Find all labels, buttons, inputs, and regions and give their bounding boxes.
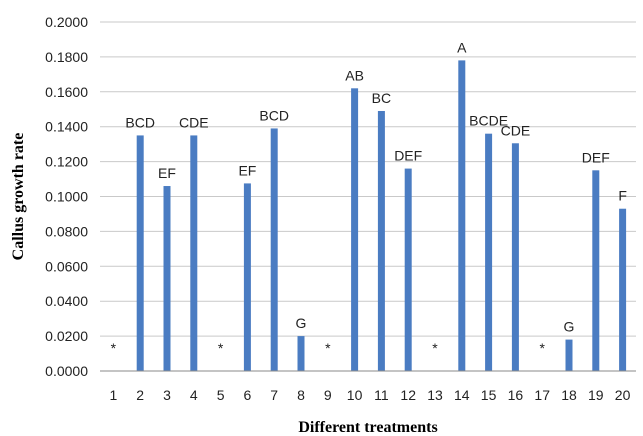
x-tick-label: 3 <box>163 387 171 403</box>
y-tick-label: 0.0600 <box>45 258 88 274</box>
bar <box>136 135 144 371</box>
bar-significance-label: DEF <box>394 148 422 164</box>
no-growth-marker: * <box>218 340 224 356</box>
y-tick-label: 0.2000 <box>45 14 88 30</box>
bar <box>458 60 466 371</box>
x-tick-label: 11 <box>374 387 389 403</box>
no-growth-marker: * <box>432 340 438 356</box>
bar <box>270 128 278 371</box>
y-axis-ticks: 0.0000 0.0200 0.0400 0.0600 0.0800 0.1000 0.12… <box>45 14 88 379</box>
x-tick-label: 15 <box>481 387 497 403</box>
no-growth-marker: * <box>325 340 331 356</box>
x-tick-label: 17 <box>534 387 550 403</box>
x-tick-label: 8 <box>297 387 305 403</box>
x-tick-label: 2 <box>136 387 144 403</box>
bar <box>511 143 519 371</box>
bar-significance-label: BCDE <box>469 113 508 129</box>
bar <box>190 135 198 371</box>
x-tick-label: 1 <box>110 387 118 403</box>
y-tick-label: 0.1200 <box>45 154 88 170</box>
x-tick-label: 5 <box>217 387 225 403</box>
gridlines <box>100 21 636 337</box>
x-tick-label: 19 <box>588 387 604 403</box>
bar-significance-label: G <box>296 315 307 331</box>
x-tick-label: 9 <box>324 387 332 403</box>
bar-significance-label: BC <box>372 90 391 106</box>
x-tick-label: 6 <box>244 387 252 403</box>
y-tick-label: 0.1000 <box>45 189 88 205</box>
x-axis-title: Different treatments <box>298 419 437 436</box>
y-tick-label: 0.0400 <box>45 293 88 309</box>
x-tick-label: 14 <box>454 387 470 403</box>
bar <box>243 183 251 371</box>
bar <box>565 339 573 371</box>
bar <box>297 336 305 371</box>
bar <box>163 186 171 371</box>
y-tick-label: 0.0200 <box>45 328 88 344</box>
bar-significance-label: DEF <box>582 149 610 165</box>
bar-significance-label: F <box>618 188 627 204</box>
bar-significance-label: CDE <box>179 114 209 130</box>
no-growth-marker: * <box>539 340 545 356</box>
x-tick-label: 4 <box>190 387 198 403</box>
x-tick-label: 20 <box>615 387 631 403</box>
bar-significance-label: EF <box>238 162 256 178</box>
y-axis-title: Callus growth rate <box>10 133 27 261</box>
bar <box>351 88 359 371</box>
bar-significance-label: AB <box>345 67 364 83</box>
bar-significance-label: EF <box>158 165 176 181</box>
x-tick-label: 18 <box>561 387 577 403</box>
bar-significance-label: CDE <box>501 122 531 138</box>
bar-significance-label: BCD <box>259 107 289 123</box>
bar <box>404 168 412 371</box>
no-growth-marker: * <box>111 340 117 356</box>
x-tick-label: 10 <box>347 387 363 403</box>
y-tick-label: 0.1800 <box>45 49 88 65</box>
x-tick-label: 13 <box>427 387 443 403</box>
x-axis-ticks: 1 2 3 4 5 6 7 8 9 10 11 12 13 14 15 16 17 18 19 20 <box>110 387 631 403</box>
x-tick-label: 16 <box>508 387 524 403</box>
y-tick-label: 0.0800 <box>45 223 88 239</box>
bar <box>592 170 600 371</box>
bar-significance-label: BCD <box>125 114 155 130</box>
bar <box>619 208 627 371</box>
y-tick-label: 0.1400 <box>45 119 88 135</box>
y-tick-label: 0.0000 <box>45 363 88 379</box>
y-tick-label: 0.1600 <box>45 84 88 100</box>
x-tick-label: 12 <box>400 387 416 403</box>
bar <box>377 110 385 372</box>
bar-significance-label: G <box>564 319 575 335</box>
x-tick-label: 7 <box>270 387 278 403</box>
bars <box>136 60 627 372</box>
bar <box>485 133 493 371</box>
bar-significance-label: A <box>457 39 467 55</box>
